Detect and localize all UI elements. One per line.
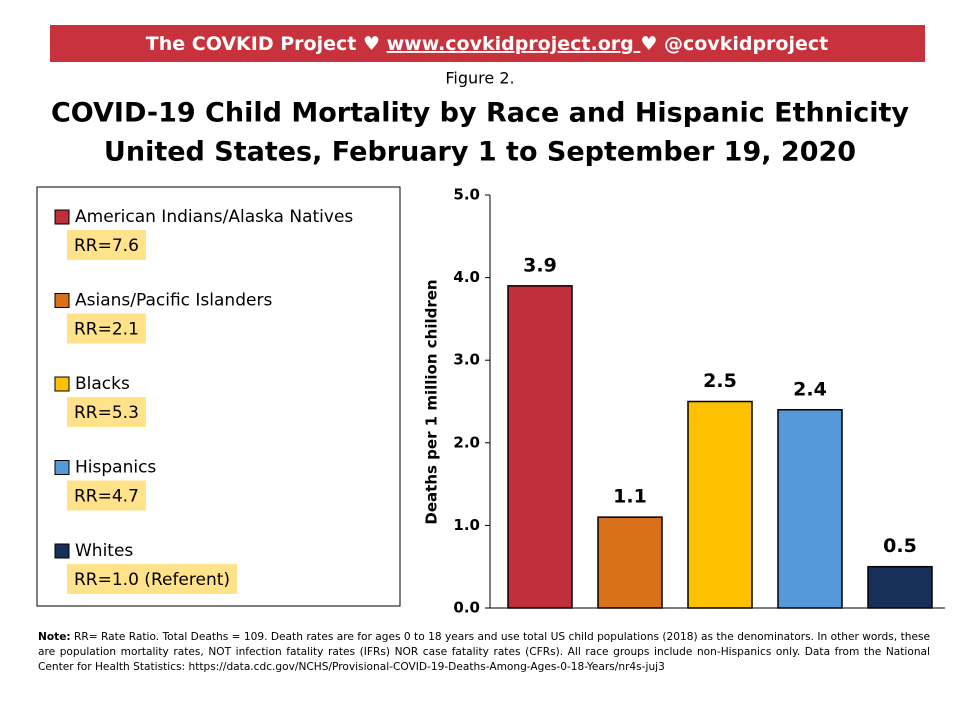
- banner-link[interactable]: www.covkidproject.org: [387, 33, 641, 55]
- y-tick-label: 1.0: [453, 516, 480, 534]
- legend-swatch: [54, 293, 70, 308]
- legend-swatch: [54, 543, 70, 559]
- y-tick-label: 0.0: [453, 599, 480, 617]
- legend-note-highlight: [67, 313, 146, 344]
- data-label: 2.5: [703, 370, 737, 392]
- y-tick-label: 4.0: [453, 268, 480, 286]
- bar: [597, 516, 663, 609]
- legend-note: RR=5.3: [74, 403, 139, 423]
- legend-label: American Indians/Alaska Natives: [75, 207, 353, 227]
- banner-text: The COVKID Project ♥ www.covkidproject.o…: [146, 33, 828, 55]
- y-tick-label: 2.0: [453, 433, 480, 451]
- legend-note-highlight: [67, 397, 146, 427]
- legend-note: RR=2.1: [74, 320, 139, 340]
- legend-swatch: [54, 460, 70, 475]
- bar: [777, 409, 843, 609]
- legend-swatch: [54, 376, 70, 392]
- y-tick-label: 5.0: [453, 186, 480, 204]
- data-label: 0.5: [883, 535, 917, 557]
- note-label: Note:: [38, 631, 71, 643]
- legend-note: RR=4.7: [74, 487, 139, 507]
- bar: [867, 565, 933, 609]
- chart-title: United States, February 1 to September 1…: [104, 137, 856, 168]
- data-label: 3.9: [523, 254, 557, 276]
- note-text: RR= Rate Ratio. Total Deaths = 109. Deat…: [38, 631, 930, 673]
- data-label: 1.1: [613, 486, 647, 508]
- legend-note: RR=1.0 (Referent): [74, 570, 230, 590]
- legend-label: Hispanics: [75, 458, 156, 478]
- figure-label: Figure 2.: [445, 69, 514, 88]
- bar: [507, 285, 573, 609]
- legend-swatch: [54, 209, 70, 225]
- legend-note-highlight: [67, 230, 146, 260]
- banner: [50, 25, 925, 62]
- legend-box: [36, 186, 401, 607]
- bar: [687, 400, 753, 609]
- y-axis-label: Deaths per 1 million children: [423, 279, 441, 524]
- legend-label: Blacks: [75, 374, 130, 394]
- y-tick-label: 3.0: [453, 351, 480, 369]
- chart-title: COVID-19 Child Mortality by Race and His…: [51, 98, 909, 129]
- data-label: 2.4: [793, 378, 827, 400]
- legend-note-highlight: [67, 480, 146, 511]
- legend-note-highlight: [67, 564, 238, 594]
- chart: The COVKID Project ♥ www.covkidproject.o…: [36, 25, 945, 617]
- note: Note: RR= Rate Ratio. Total Deaths = 109…: [38, 630, 930, 675]
- banner-prefix: The COVKID Project ♥: [146, 33, 387, 55]
- banner-suffix: ♥ @covkidproject: [640, 33, 828, 55]
- legend-label: Whites: [75, 541, 133, 561]
- legend-note: RR=7.6: [74, 236, 139, 256]
- legend-label: Asians/Pacific Islanders: [75, 291, 272, 311]
